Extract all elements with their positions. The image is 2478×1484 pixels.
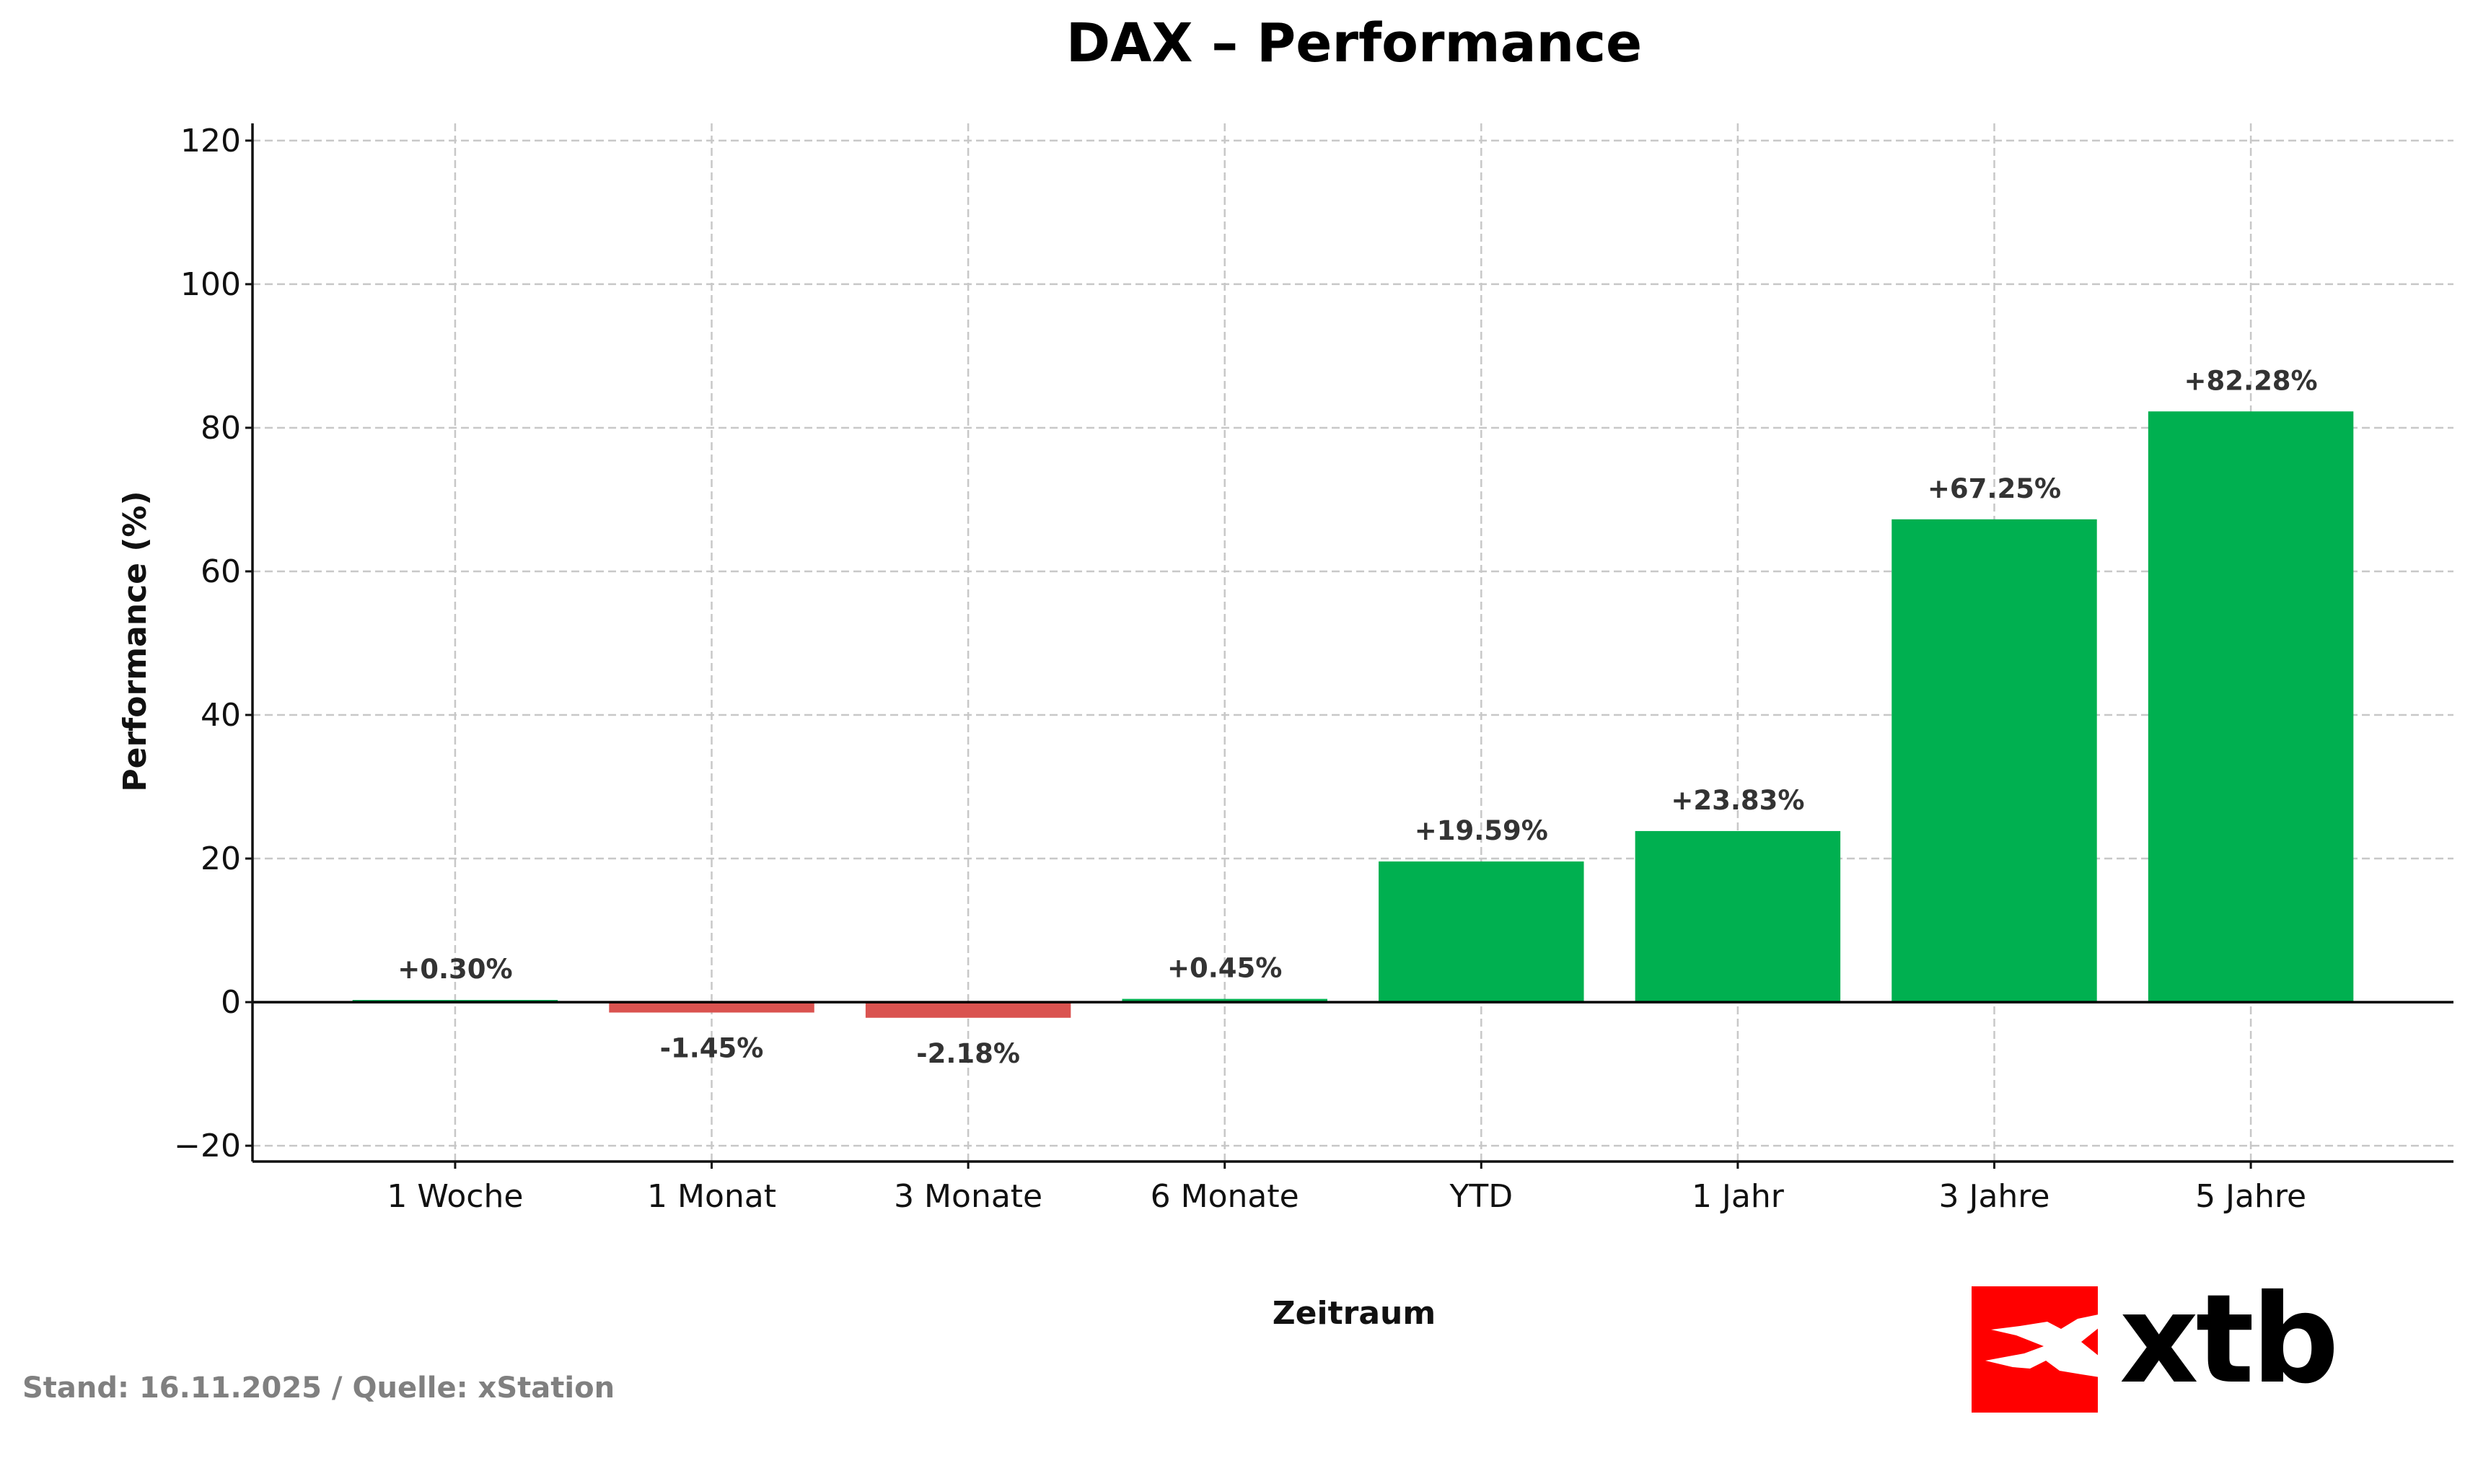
x-tick-label: YTD — [1449, 1178, 1513, 1215]
data-label: +19.59% — [1415, 815, 1548, 846]
y-tick-label: 100 — [180, 266, 241, 303]
x-tick-label: 1 Monat — [647, 1178, 776, 1215]
x-tick-label: 6 Monate — [1151, 1178, 1299, 1215]
logo-x-mark — [1985, 1312, 2114, 1379]
bar-1-jahr — [1635, 830, 1841, 1003]
x-tick-label: 3 Jahre — [1938, 1178, 2049, 1215]
xtb-logo: xtb — [1972, 1268, 2339, 1413]
y-tick-label: 120 — [180, 123, 241, 159]
source-footer: Stand: 16.11.2025 / Quelle: xStation — [22, 1371, 615, 1405]
data-label: +67.25% — [1928, 473, 2061, 504]
x-tick-label: 1 Woche — [387, 1178, 523, 1215]
x-tick-label: 5 Jahre — [2195, 1178, 2306, 1215]
y-tick-label: 40 — [201, 697, 241, 734]
data-label: +0.30% — [397, 954, 512, 985]
chart-title: DAX – Performance — [1066, 12, 1643, 74]
logo-text: xtb — [2119, 1268, 2337, 1411]
bar-5-jahre — [2148, 411, 2354, 1003]
bar-ytd — [1379, 861, 1584, 1003]
data-label: +23.83% — [1671, 785, 1804, 816]
y-tick-label: 0 — [221, 984, 241, 1021]
bars — [352, 411, 2354, 1018]
bar-6-monate — [1122, 998, 1327, 1003]
bar-3-monate — [865, 1002, 1071, 1018]
data-label: +82.28% — [2184, 365, 2318, 396]
data-label: +0.45% — [1167, 953, 1282, 984]
y-tick-label: −20 — [174, 1128, 241, 1164]
x-tick-label: 1 Jahr — [1692, 1178, 1785, 1215]
x-tick-label: 3 Monate — [894, 1178, 1042, 1215]
y-axis-label: Performance (%) — [117, 491, 154, 791]
y-tick-label: 60 — [201, 553, 241, 590]
grid — [252, 123, 2453, 1162]
data-label: -1.45% — [660, 1033, 764, 1064]
y-tick-label: 20 — [201, 840, 241, 877]
data-label: -2.18% — [916, 1038, 1020, 1069]
axes: −20 0 20 40 60 80 100 120 1 Woche 1 Monat 3 Monate… — [174, 123, 2453, 1215]
y-tick-label: 80 — [201, 410, 241, 447]
x-axis-label: Zeitraum — [1273, 1295, 1436, 1332]
bar-1-monat — [609, 1002, 814, 1013]
data-labels: +0.30% -1.45% -2.18% +0.45% +19.59% +23.83% +6… — [397, 365, 2317, 1069]
bar-3-jahre — [1892, 519, 2097, 1003]
